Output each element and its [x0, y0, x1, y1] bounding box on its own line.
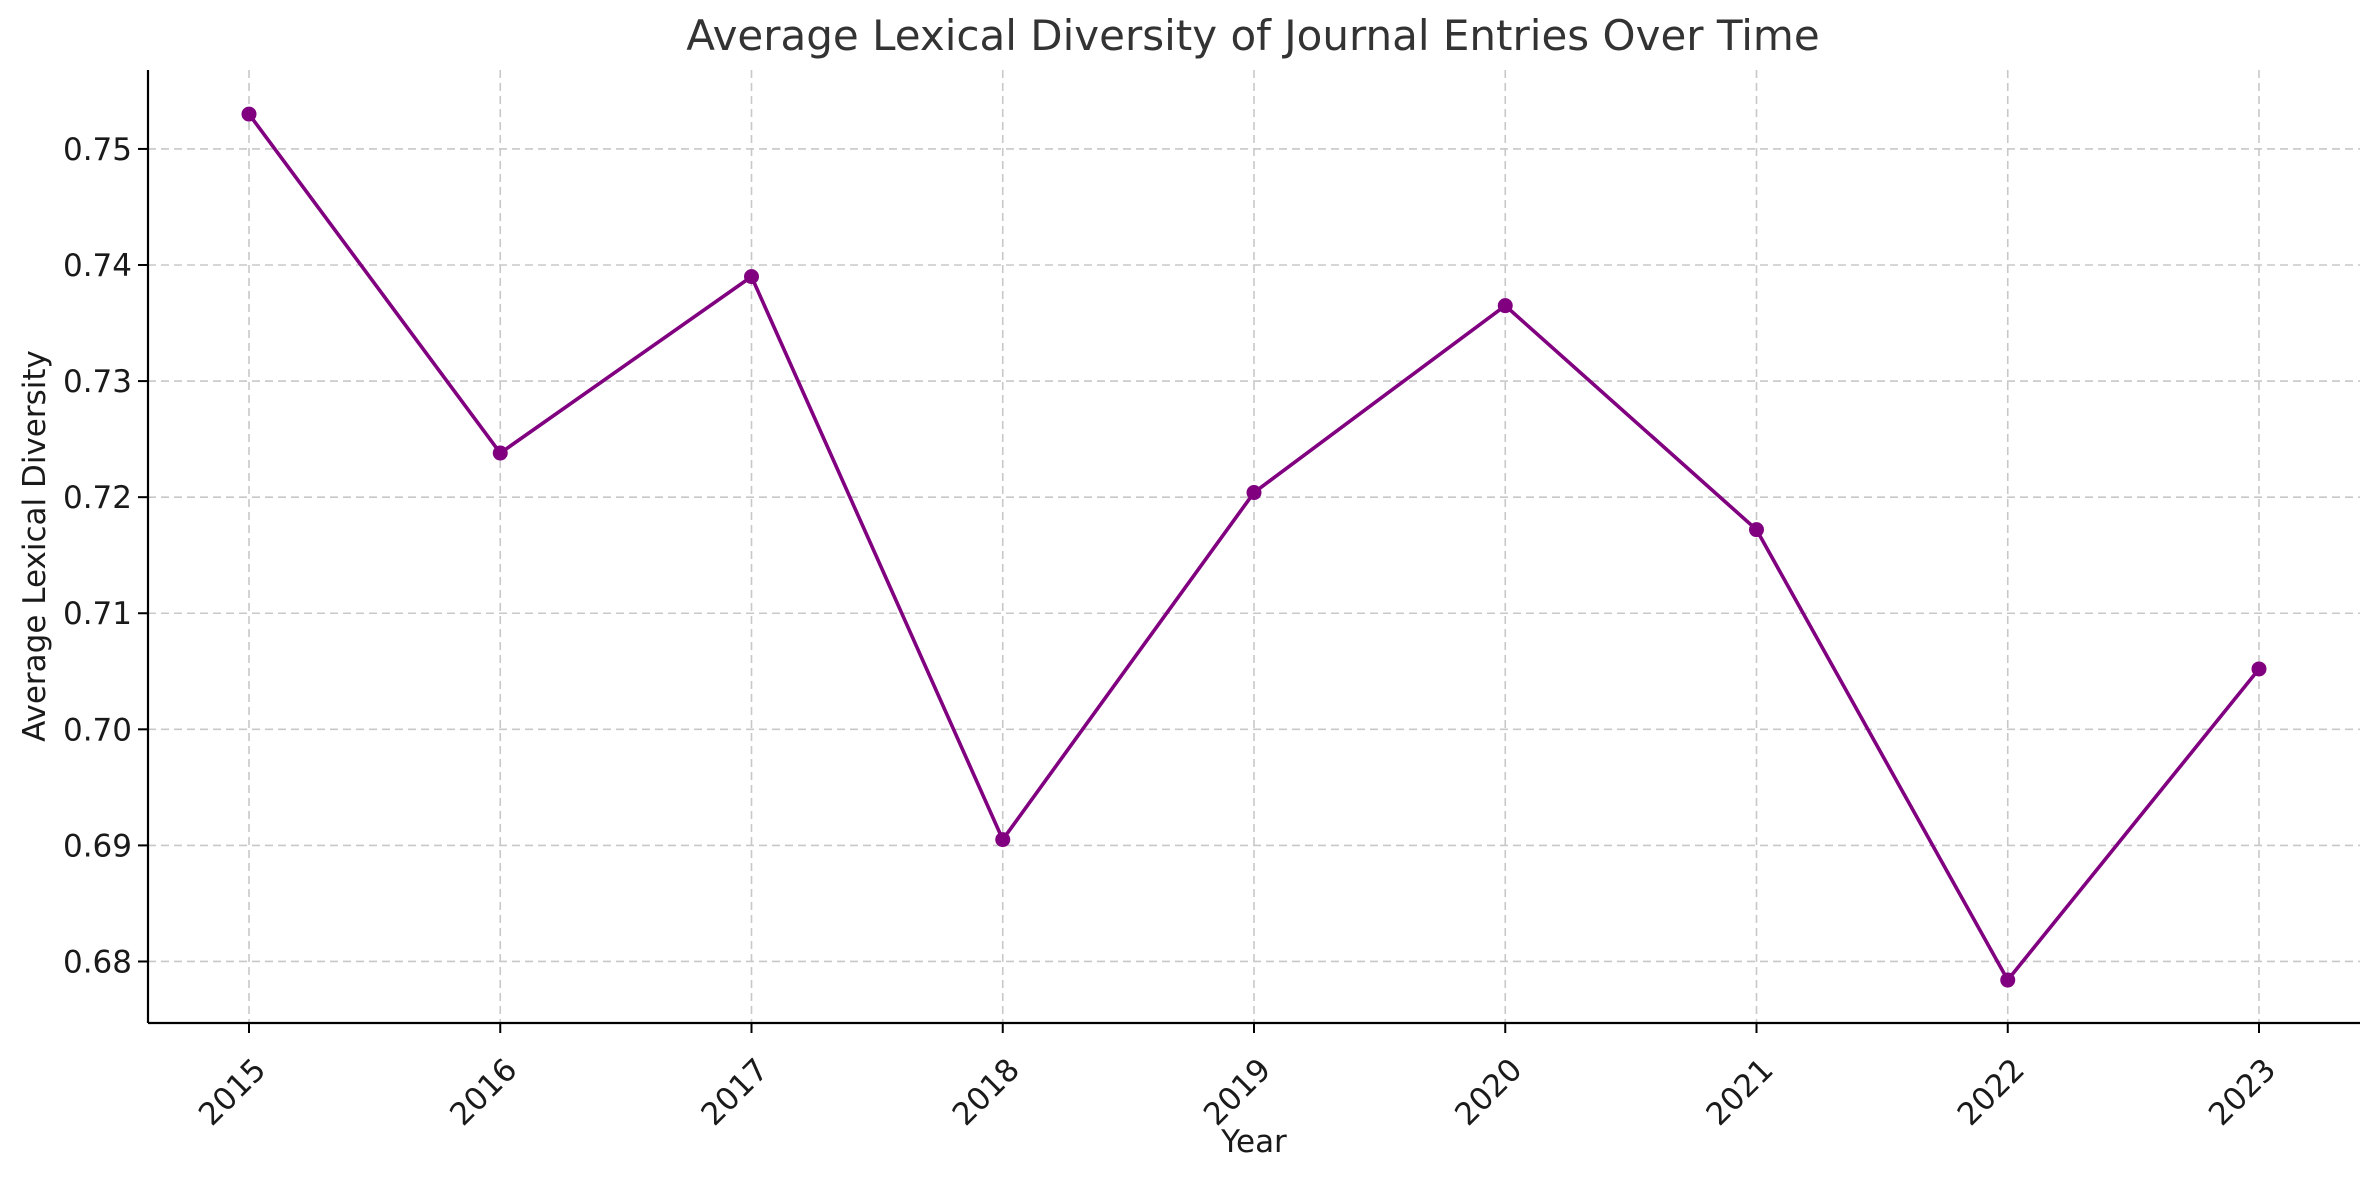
y-tick-label: 0.71	[63, 596, 132, 632]
data-point	[1749, 522, 1764, 537]
x-tick-label: 2019	[1197, 1052, 1278, 1133]
data-point	[1498, 298, 1513, 313]
grid	[148, 70, 2360, 1023]
chart-title: Average Lexical Diversity of Journal Ent…	[686, 11, 1819, 60]
y-tick-label: 0.70	[63, 712, 132, 748]
x-tick-label: 2018	[946, 1052, 1027, 1133]
x-tick-label: 2023	[2202, 1052, 2283, 1133]
data-point	[744, 269, 759, 284]
data-point	[2252, 661, 2267, 676]
y-tick-label: 0.74	[63, 248, 132, 284]
data-point	[995, 832, 1010, 847]
data-point	[2000, 973, 2015, 988]
x-tick-label: 2017	[694, 1052, 775, 1133]
y-tick-label: 0.69	[63, 828, 132, 864]
data-point	[493, 446, 508, 461]
x-axis-ticks: 2015 2016 2017 2018 2019 2020 2021 2022 2023	[192, 1023, 2283, 1133]
data-point	[1247, 485, 1262, 500]
x-tick-label: 2021	[1699, 1052, 1780, 1133]
y-tick-label: 0.75	[63, 132, 132, 168]
y-axis-ticks: 0.68 0.69 0.70 0.71 0.72 0.73 0.74 0.75	[63, 132, 148, 981]
y-axis-label: Average Lexical Diversity	[17, 350, 53, 742]
x-tick-label: 2015	[192, 1052, 273, 1133]
y-tick-label: 0.73	[63, 364, 132, 400]
y-tick-label: 0.72	[63, 480, 132, 516]
x-tick-label: 2020	[1448, 1052, 1529, 1133]
y-tick-label: 0.68	[63, 944, 132, 980]
x-axis-label: Year	[1220, 1124, 1287, 1160]
x-tick-label: 2022	[1951, 1052, 2032, 1133]
x-tick-label: 2016	[443, 1052, 524, 1133]
data-point	[242, 107, 257, 122]
